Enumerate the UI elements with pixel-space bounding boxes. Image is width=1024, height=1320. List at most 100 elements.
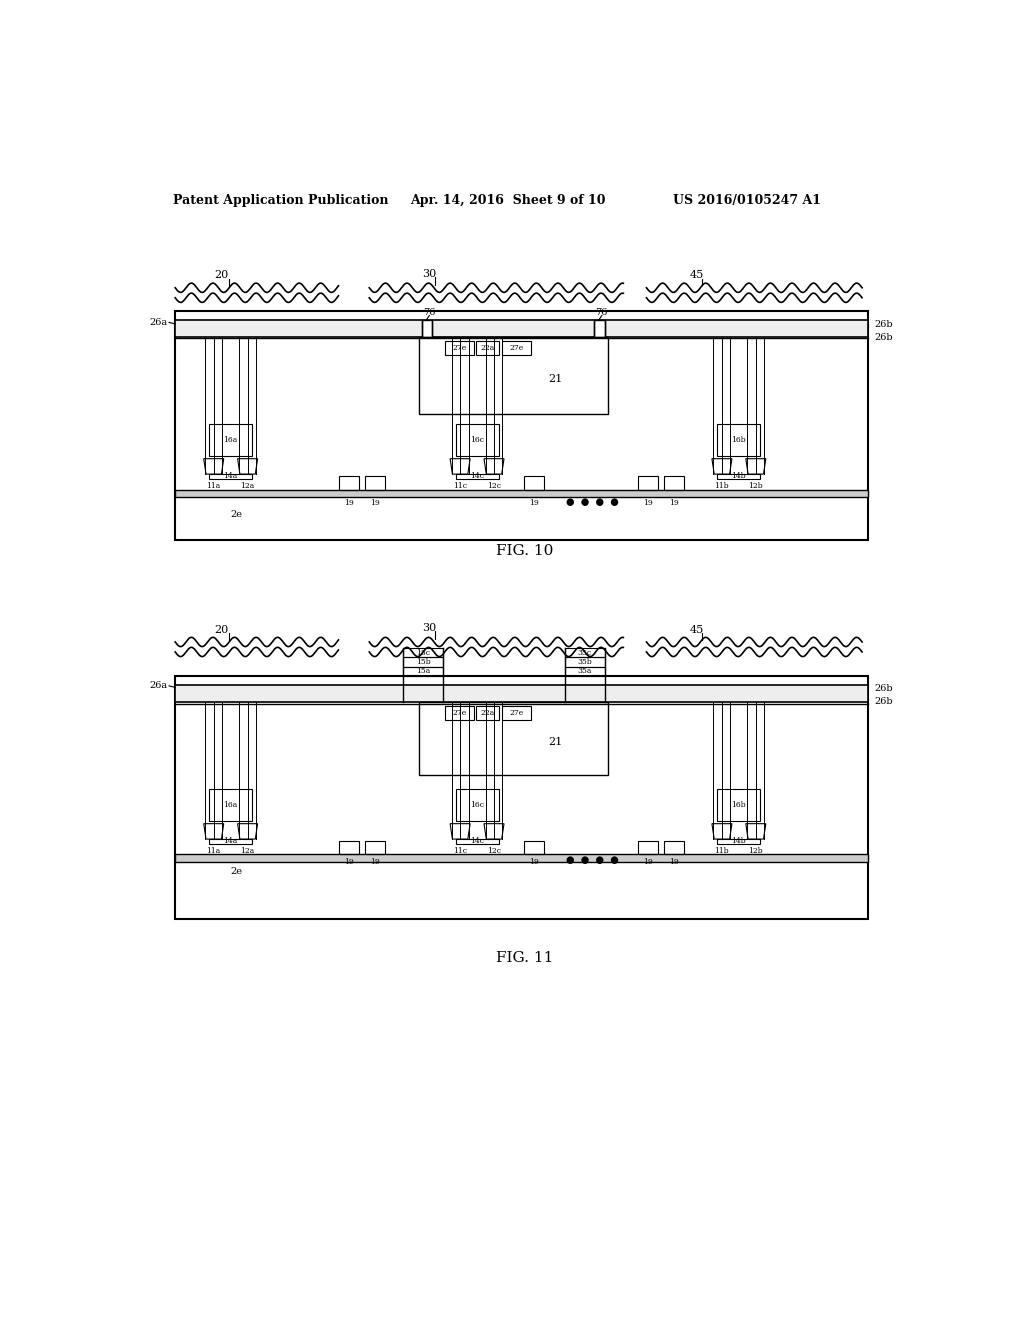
Text: 21: 21 [548,375,562,384]
Text: 16c: 16c [470,801,484,809]
Bar [444,706,474,719]
Bar [403,667,443,676]
Text: 19: 19 [344,858,354,866]
Bar [717,789,761,821]
Text: 26b: 26b [874,684,893,693]
Text: 14b: 14b [731,473,746,480]
Bar [476,341,500,355]
Text: FIG. 10: FIG. 10 [496,544,554,558]
Bar [419,702,608,775]
Text: 16b: 16b [731,436,746,445]
Text: 30: 30 [422,623,436,634]
Text: 26b: 26b [874,321,893,329]
Text: 15b: 15b [416,657,430,667]
Text: 19: 19 [371,858,380,866]
Text: 20: 20 [214,624,228,635]
Text: 14c: 14c [470,837,484,845]
Bar [456,474,499,479]
Bar [717,424,761,457]
Text: 19: 19 [670,499,679,507]
Text: 19: 19 [344,499,354,507]
Bar [209,474,252,479]
Text: 14a: 14a [223,837,238,845]
Text: 22a: 22a [480,709,495,717]
Bar [403,657,443,667]
Text: 11b: 11b [715,482,729,491]
Bar [403,648,443,657]
Text: 12a: 12a [241,847,255,855]
Bar [565,667,605,676]
Text: 11c: 11c [453,847,467,855]
Text: 35c: 35c [578,648,592,657]
Text: 16b: 16b [731,801,746,809]
Bar [594,321,605,337]
Text: 26a: 26a [150,318,168,327]
Bar [456,424,499,457]
Bar [422,321,432,337]
Bar [175,676,868,919]
Text: 2e: 2e [230,510,243,519]
Bar [209,789,252,821]
Text: 11a: 11a [207,482,221,491]
Text: 27e: 27e [453,709,467,717]
Bar [524,841,544,854]
Text: 19: 19 [529,858,539,866]
Bar [456,840,499,843]
Text: 14b: 14b [731,837,746,845]
Text: 16c: 16c [470,436,484,445]
Bar [366,477,385,490]
Text: 12a: 12a [241,482,255,491]
Text: 19: 19 [529,499,539,507]
Bar [717,474,761,479]
Bar [456,789,499,821]
Text: 14c: 14c [470,473,484,480]
Text: 27e: 27e [509,343,523,352]
Text: ●  ●  ●  ●: ● ● ● ● [566,857,618,865]
Bar [524,477,544,490]
Text: 11c: 11c [453,482,467,491]
Bar [665,841,684,854]
Bar [502,706,531,719]
Text: 45: 45 [690,624,705,635]
Text: 20: 20 [214,271,228,280]
Text: 26b: 26b [874,333,893,342]
Text: Apr. 14, 2016  Sheet 9 of 10: Apr. 14, 2016 Sheet 9 of 10 [410,194,605,207]
Text: 30: 30 [422,269,436,279]
Text: 27e: 27e [453,343,467,352]
Bar [175,490,868,498]
Bar [175,685,868,702]
Text: 19: 19 [371,499,380,507]
Bar [209,840,252,843]
Bar [175,312,868,540]
Bar [366,841,385,854]
Bar [339,477,359,490]
Text: 16a: 16a [223,801,238,809]
Bar [565,648,605,657]
Text: 19: 19 [643,858,653,866]
Text: 12b: 12b [749,847,763,855]
Text: 11a: 11a [207,847,221,855]
Text: 15c: 15c [416,648,430,657]
Bar [717,840,761,843]
Text: 12c: 12c [487,482,501,491]
Text: 35b: 35b [578,657,592,667]
Text: 12c: 12c [487,847,501,855]
Text: ●  ●  ●  ●: ● ● ● ● [566,498,618,507]
Text: 45: 45 [690,271,705,280]
Text: 19: 19 [643,499,653,507]
Bar [565,657,605,667]
Text: 22a: 22a [480,343,495,352]
Text: 2e: 2e [230,867,243,876]
Bar [444,341,474,355]
Bar [476,706,500,719]
Text: 35a: 35a [578,667,592,676]
Bar [502,341,531,355]
Bar [209,424,252,457]
Text: 21: 21 [548,738,562,747]
Text: 16a: 16a [223,436,238,445]
Text: Patent Application Publication: Patent Application Publication [173,194,388,207]
Bar [638,477,658,490]
Text: FIG. 11: FIG. 11 [496,950,554,965]
Text: 76: 76 [423,308,435,317]
Bar [419,337,608,414]
